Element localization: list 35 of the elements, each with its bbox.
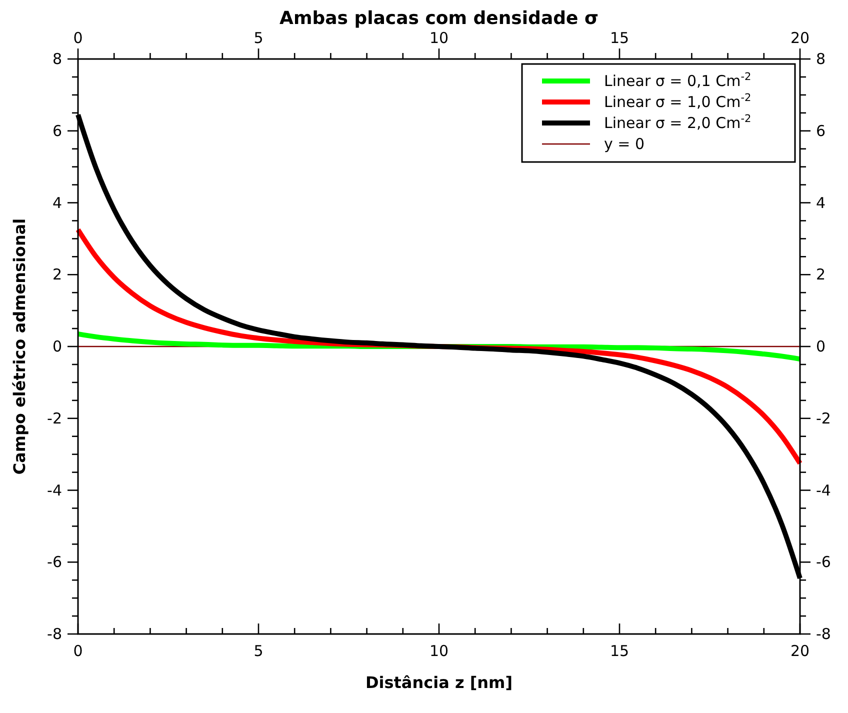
x2-tick-label: 5 bbox=[254, 29, 264, 47]
legend-label: Linear σ = 2,0 Cm$^{-2}$ bbox=[604, 113, 752, 132]
x-tick-label: 10 bbox=[429, 642, 449, 660]
y2-tick-label: -6 bbox=[816, 553, 831, 572]
x2-tick-label: 10 bbox=[429, 29, 449, 47]
y-tick-label: 4 bbox=[52, 194, 62, 212]
legend-label: Linear σ = 0,1 Cm$^{-2}$ bbox=[604, 71, 752, 90]
x-axis-title: Distância z [nm] bbox=[365, 673, 513, 692]
y-tick-label: -4 bbox=[47, 481, 62, 500]
legend-label: y = 0 bbox=[604, 135, 645, 153]
y2-tick-label: 0 bbox=[816, 338, 826, 356]
y-tick-label: 0 bbox=[52, 338, 62, 356]
y2-tick-label: 2 bbox=[816, 266, 826, 284]
x2-tick-label: 0 bbox=[73, 29, 83, 47]
y2-tick-label: 8 bbox=[816, 50, 826, 68]
y-tick-label: -2 bbox=[47, 409, 62, 428]
x-tick-label: 15 bbox=[610, 642, 630, 660]
y-tick-label: 6 bbox=[52, 122, 62, 140]
y-tick-label: -8 bbox=[47, 625, 62, 643]
y2-tick-label: -4 bbox=[816, 481, 831, 500]
y2-tick-label: 6 bbox=[816, 122, 826, 140]
x-tick-label: 0 bbox=[73, 642, 83, 660]
x2-tick-label: 15 bbox=[610, 29, 630, 47]
y-tick-label: -6 bbox=[47, 553, 62, 572]
y-axis-title: Campo elétrico admensional bbox=[10, 218, 29, 475]
x-tick-label: 5 bbox=[254, 642, 264, 660]
legend-label: Linear σ = 1,0 Cm$^{-2}$ bbox=[604, 92, 752, 111]
y2-tick-label: -8 bbox=[816, 625, 831, 643]
x2-tick-label: 20 bbox=[790, 29, 810, 47]
y-tick-label: 2 bbox=[52, 266, 62, 284]
x-tick-label: 20 bbox=[790, 642, 810, 660]
y2-tick-label: 4 bbox=[816, 194, 826, 212]
y-tick-label: 8 bbox=[52, 50, 62, 68]
chart-title: Ambas placas com densidade σ bbox=[280, 8, 598, 29]
y2-tick-label: -2 bbox=[816, 409, 831, 428]
